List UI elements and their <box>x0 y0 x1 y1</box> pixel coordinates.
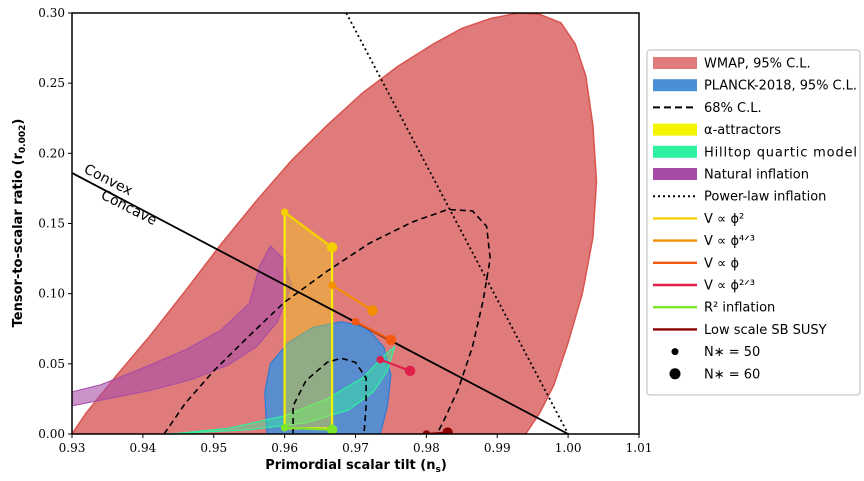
legend-label: R² inflation <box>704 301 775 316</box>
legend-swatch <box>669 368 681 380</box>
natural-inflation-region <box>72 245 293 407</box>
susy-point-n60 <box>442 427 453 434</box>
legend: WMAP, 95% C.L. PLANCK-2018, 95% C.L. 68% C… <box>646 49 861 396</box>
plot-regions <box>72 13 598 434</box>
hilltop-quartic-region <box>164 345 396 434</box>
legend-swatch <box>653 168 697 180</box>
power-law-line <box>345 13 569 434</box>
legend-label: Hilltop quartic model <box>704 145 857 160</box>
phi23-point-n50 <box>376 355 385 364</box>
legend-swatch <box>653 145 697 158</box>
legend-label: V ∝ ϕ²ᐟ³ <box>704 279 755 294</box>
y-tick-label: 0.10 <box>38 287 65 301</box>
phi2-point-n60 <box>326 242 338 253</box>
phi1-series-line <box>354 320 392 341</box>
axes: 0.93 0.94 0.95 0.96 0.97 0.98 0.99 1.00 1.01 0.00… <box>38 6 652 455</box>
susy-point-n50 <box>422 430 431 434</box>
phi23-series-line <box>379 358 411 372</box>
y-tick-label: 0.25 <box>38 76 65 90</box>
phi2-series-line <box>283 211 333 249</box>
legend-label: V ∝ ϕ² <box>704 212 744 227</box>
alpha-attractors-region <box>284 212 333 429</box>
convex-concave-line <box>72 172 569 434</box>
x-tick-label: 1.01 <box>626 441 653 455</box>
y-tick-label: 0.05 <box>38 357 65 371</box>
legend-label: N∗ = 50 <box>704 345 760 360</box>
x-tick-label: 0.96 <box>271 441 298 455</box>
legend-label: Low scale SB SUSY <box>704 323 827 338</box>
y-tick-label: 0.30 <box>38 6 65 20</box>
legend-label: α-attractors <box>704 123 781 138</box>
y-tick-label: 0.20 <box>38 146 65 160</box>
legend-label: WMAP, 95% C.L. <box>704 57 811 72</box>
phi43-point-n50 <box>328 281 336 290</box>
wmap-95-region <box>72 13 598 434</box>
legend-label: N∗ = 60 <box>704 367 760 382</box>
legend-label: V ∝ ϕ <box>704 256 739 271</box>
phi43-series-line <box>331 284 374 312</box>
x-tick-label: 1.00 <box>555 441 582 455</box>
y-axis-title: Tensor-to-scalar ratio (r0.002) <box>11 119 28 328</box>
legend-frame <box>646 49 861 396</box>
phi1-point-n50 <box>351 317 360 326</box>
x-axis-title: Primordial scalar tilt (ns) <box>265 458 447 475</box>
cl68-wmap-contour <box>163 208 492 434</box>
x-tick-label: 0.98 <box>413 441 440 455</box>
y-tick-label: 0.15 <box>38 217 65 231</box>
x-tick-label: 0.94 <box>130 441 157 455</box>
legend-label: PLANCK-2018, 95% C.L. <box>704 79 857 94</box>
legend-swatch <box>653 123 697 136</box>
legend-label: 68% C.L. <box>704 101 762 116</box>
phi1-point-n60 <box>385 334 397 346</box>
cl68-planck-contour <box>292 357 367 434</box>
phi43-point-n60 <box>367 305 378 316</box>
legend-label: Natural inflation <box>704 168 809 183</box>
x-tick-label: 0.95 <box>200 441 227 455</box>
x-tick-label: 0.93 <box>59 441 86 455</box>
legend-swatch <box>653 79 697 92</box>
legend-swatch <box>671 348 679 356</box>
phi23-point-n60 <box>404 365 416 377</box>
r2-point-n50 <box>280 423 289 432</box>
phi2-point-n50 <box>280 208 289 217</box>
x-tick-label: 0.97 <box>342 441 369 455</box>
legend-label: Power-law inflation <box>704 190 826 205</box>
legend-label: V ∝ ϕ⁴ᐟ³ <box>704 234 755 249</box>
r2-point-n60 <box>326 424 338 434</box>
r2-series-line <box>284 426 333 431</box>
y-tick-label: 0.00 <box>38 427 65 441</box>
x-tick-label: 0.99 <box>484 441 511 455</box>
legend-swatch <box>653 57 697 69</box>
